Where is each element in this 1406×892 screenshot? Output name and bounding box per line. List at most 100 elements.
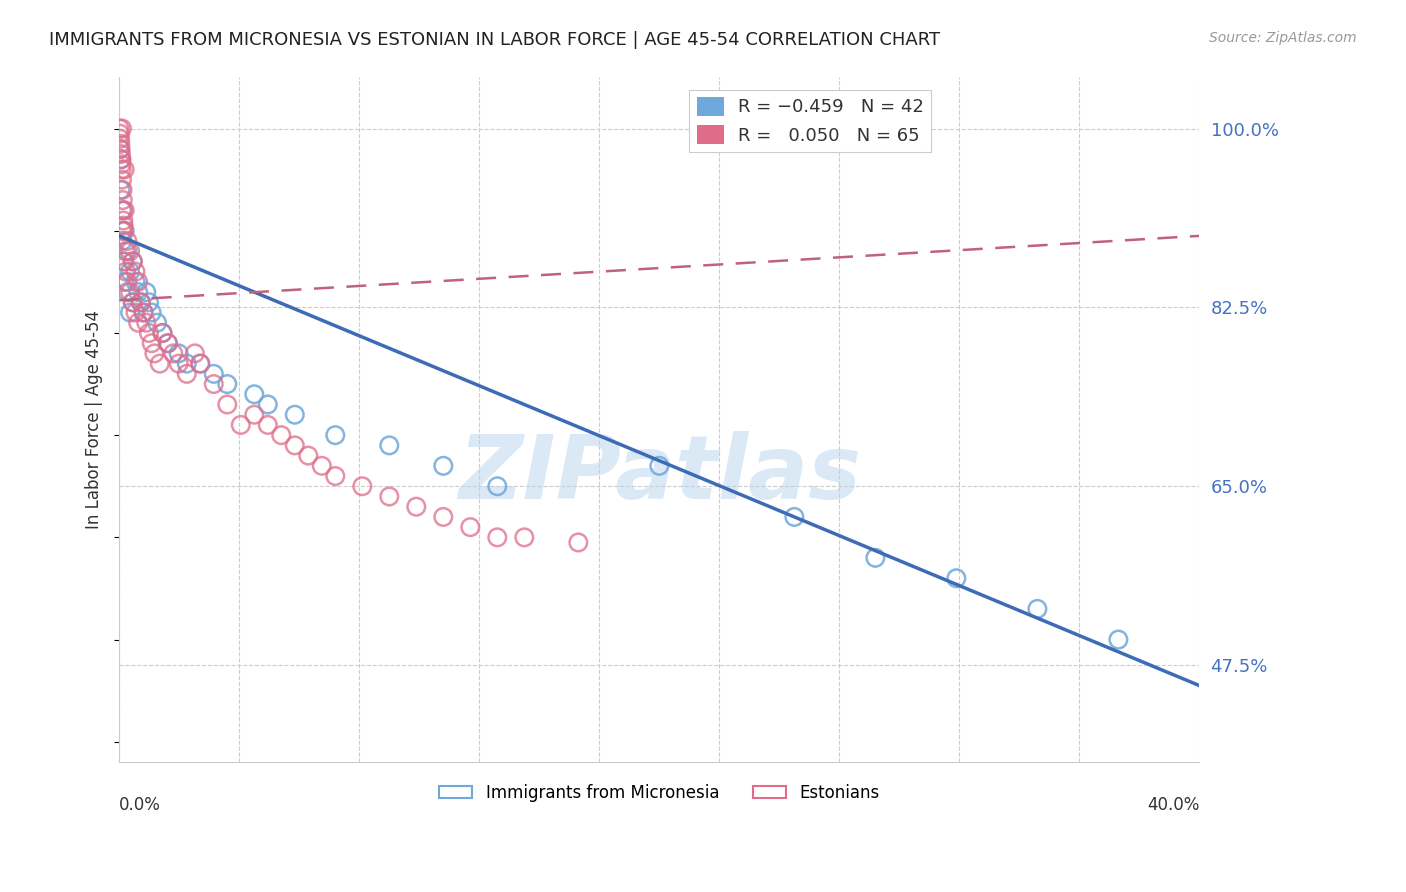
Point: [184, 346, 207, 360]
Point: [127, 275, 149, 289]
Point: [111, 224, 134, 238]
Point: [112, 219, 135, 233]
Text: 0.0%: 0.0%: [120, 797, 162, 814]
Point: [110, 152, 132, 166]
Point: [114, 275, 136, 289]
Point: [405, 500, 427, 514]
Point: [120, 244, 142, 259]
Point: [648, 458, 671, 473]
Point: [132, 305, 155, 319]
Point: [112, 254, 135, 268]
Point: [486, 530, 509, 544]
Point: [243, 408, 266, 422]
Point: [486, 479, 509, 493]
Point: [138, 295, 160, 310]
Point: [124, 265, 146, 279]
Point: [110, 157, 132, 171]
Point: [156, 336, 179, 351]
Point: [124, 275, 146, 289]
Point: [323, 428, 346, 442]
Point: [110, 136, 132, 151]
Point: [202, 377, 225, 392]
Point: [176, 367, 198, 381]
Point: [127, 285, 149, 299]
Point: [129, 295, 152, 310]
Point: [323, 469, 346, 483]
Point: [460, 520, 482, 534]
Text: Source: ZipAtlas.com: Source: ZipAtlas.com: [1209, 31, 1357, 45]
Point: [110, 183, 132, 197]
Point: [152, 326, 174, 340]
Y-axis label: In Labor Force | Age 45-54: In Labor Force | Age 45-54: [86, 310, 103, 529]
Text: 40.0%: 40.0%: [1147, 797, 1199, 814]
Point: [115, 265, 138, 279]
Point: [132, 305, 155, 319]
Point: [112, 213, 135, 227]
Point: [110, 152, 132, 166]
Point: [256, 417, 278, 432]
Point: [111, 183, 134, 197]
Point: [156, 336, 179, 351]
Point: [229, 417, 252, 432]
Point: [152, 326, 174, 340]
Point: [1107, 632, 1129, 647]
Point: [121, 295, 143, 310]
Point: [111, 234, 134, 248]
Point: [243, 387, 266, 401]
Point: [513, 530, 536, 544]
Point: [124, 305, 146, 319]
Point: [110, 142, 132, 156]
Point: [129, 295, 152, 310]
Point: [117, 285, 139, 299]
Point: [111, 203, 134, 218]
Point: [188, 357, 211, 371]
Point: [111, 162, 134, 177]
Point: [432, 510, 454, 524]
Point: [110, 147, 132, 161]
Point: [112, 203, 135, 218]
Point: [311, 458, 333, 473]
Point: [114, 254, 136, 268]
Point: [297, 449, 319, 463]
Point: [141, 305, 163, 319]
Point: [120, 285, 142, 299]
Point: [138, 326, 160, 340]
Point: [256, 397, 278, 411]
Point: [865, 550, 887, 565]
Point: [117, 275, 139, 289]
Point: [111, 193, 134, 207]
Point: [167, 346, 190, 360]
Point: [432, 458, 454, 473]
Point: [114, 162, 136, 177]
Point: [378, 438, 401, 452]
Point: [146, 316, 169, 330]
Point: [108, 142, 131, 156]
Point: [176, 357, 198, 371]
Point: [117, 234, 139, 248]
Point: [188, 357, 211, 371]
Point: [567, 535, 589, 549]
Point: [114, 203, 136, 218]
Point: [284, 408, 307, 422]
Point: [284, 438, 307, 452]
Point: [117, 244, 139, 259]
Point: [120, 305, 142, 319]
Point: [111, 172, 134, 186]
Point: [217, 377, 239, 392]
Point: [121, 295, 143, 310]
Point: [149, 357, 172, 371]
Point: [114, 244, 136, 259]
Point: [127, 316, 149, 330]
Legend: R = −0.459   N = 42, R =   0.050   N = 65: R = −0.459 N = 42, R = 0.050 N = 65: [689, 90, 931, 152]
Point: [112, 224, 135, 238]
Point: [108, 127, 131, 141]
Point: [114, 224, 136, 238]
Point: [108, 132, 131, 146]
Point: [270, 428, 292, 442]
Text: ZIPatlas: ZIPatlas: [458, 431, 860, 518]
Point: [783, 510, 806, 524]
Point: [141, 336, 163, 351]
Point: [135, 285, 157, 299]
Point: [111, 121, 134, 136]
Point: [202, 367, 225, 381]
